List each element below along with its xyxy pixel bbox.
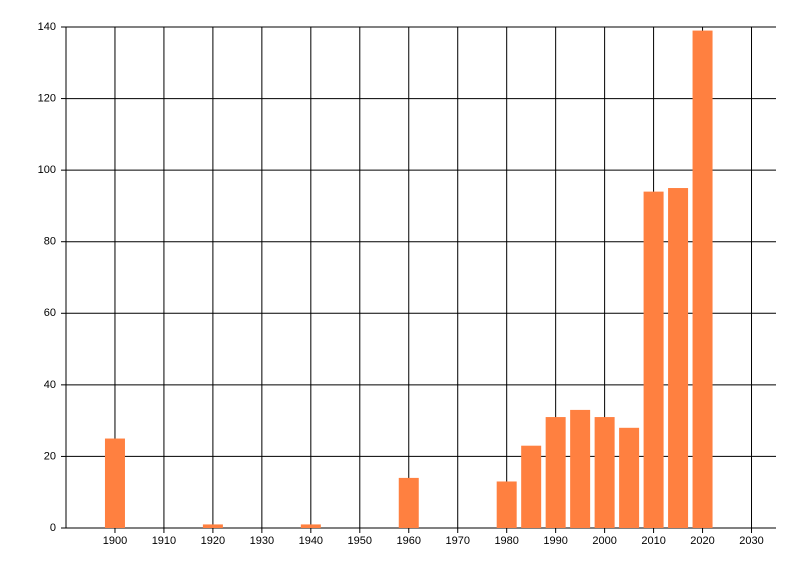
x-tick-label: 1940	[299, 535, 323, 547]
bar	[570, 409, 591, 528]
bar	[104, 438, 125, 528]
bar	[521, 445, 542, 528]
bar	[619, 427, 640, 528]
y-tick-label: 100	[38, 164, 56, 176]
bar	[398, 477, 419, 528]
y-tick-label: 120	[38, 92, 56, 104]
bar	[692, 30, 713, 528]
bar	[202, 524, 223, 528]
x-tick-label: 2030	[739, 535, 763, 547]
x-tick-label: 1970	[445, 535, 469, 547]
bar	[594, 417, 615, 528]
y-tick-label: 20	[44, 450, 56, 462]
bar	[545, 417, 566, 528]
bar	[496, 481, 517, 528]
x-tick-label: 1960	[397, 535, 421, 547]
bar	[300, 524, 321, 528]
y-tick-label: 0	[50, 522, 56, 534]
bar	[643, 191, 664, 528]
x-tick-label: 1930	[250, 535, 274, 547]
x-tick-label: 1920	[201, 535, 225, 547]
x-tick-label: 1900	[103, 535, 127, 547]
y-tick-label: 60	[44, 307, 56, 319]
x-tick-label: 1950	[348, 535, 372, 547]
x-tick-label: 1980	[494, 535, 518, 547]
x-tick-label: 2000	[592, 535, 616, 547]
y-tick-label: 40	[44, 379, 56, 391]
y-tick-label: 80	[44, 236, 56, 248]
x-tick-label: 2020	[690, 535, 714, 547]
bar	[668, 188, 689, 529]
x-tick-label: 1910	[152, 535, 176, 547]
x-tick-label: 1990	[543, 535, 567, 547]
y-tick-label: 140	[38, 21, 56, 33]
x-tick-label: 2010	[641, 535, 665, 547]
